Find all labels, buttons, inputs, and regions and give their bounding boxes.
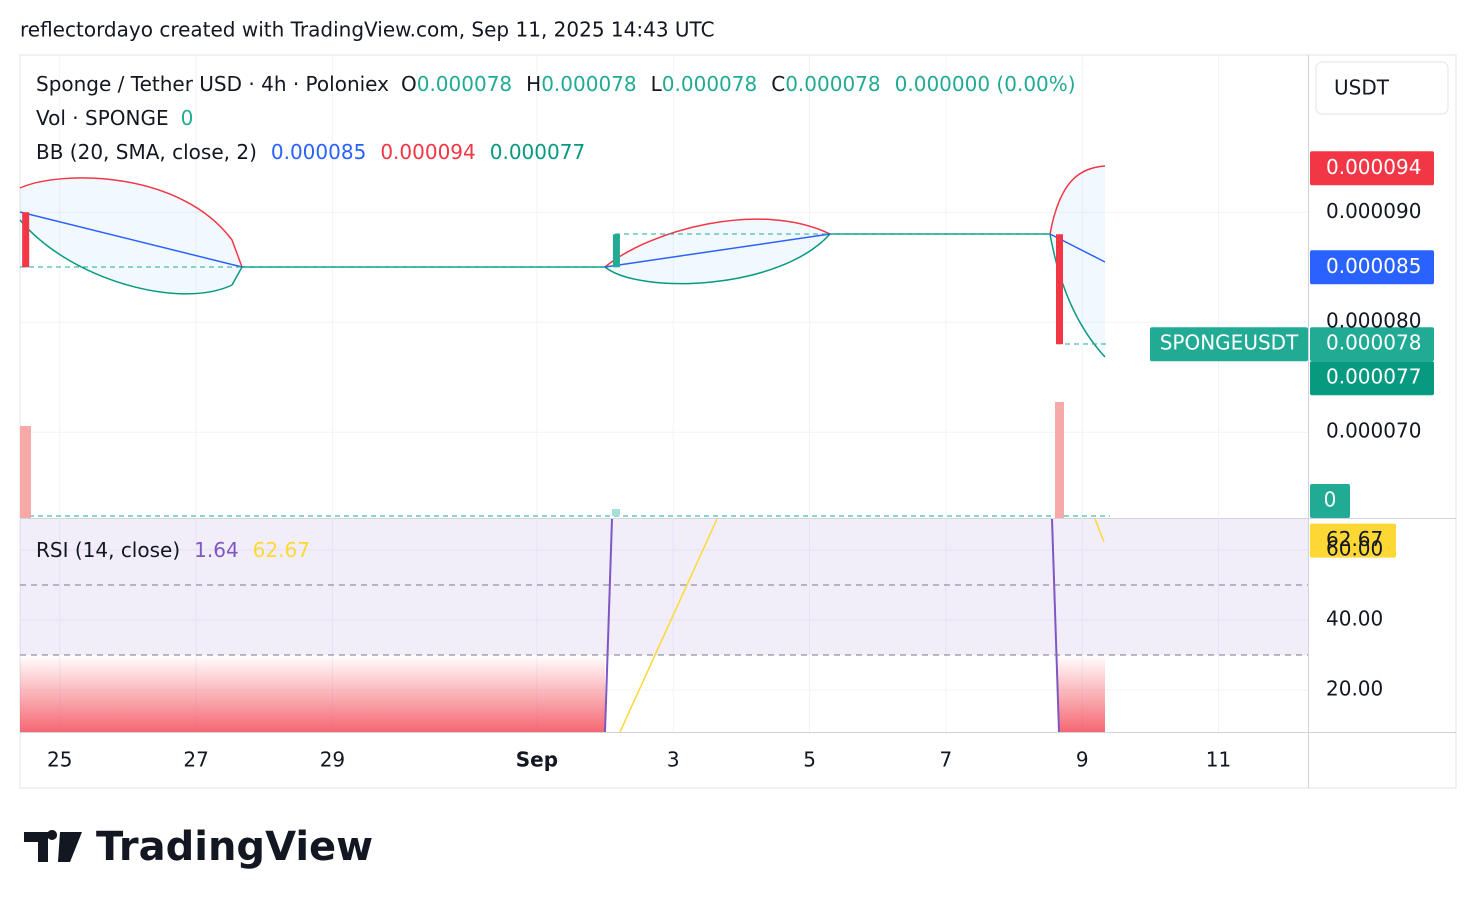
header: reflectordayo created with TradingView.c… [20, 18, 715, 42]
price-tag-label: 0.000085 [1326, 254, 1421, 278]
y-tick-label: 0.000070 [1326, 419, 1421, 443]
currency[interactable]: USDT [1334, 76, 1390, 100]
bb-fill [605, 219, 830, 284]
y-tick-label: 0.000080 [1326, 309, 1421, 333]
price-tag-label: 0.000094 [1326, 155, 1421, 179]
volume-bar [1055, 402, 1064, 518]
y-tick-label: 0.000090 [1326, 199, 1421, 223]
price-line [20, 233, 1110, 517]
x-tick-label: 5 [803, 748, 816, 772]
price-tag [1310, 361, 1434, 396]
x-tick-label: 11 [1206, 748, 1231, 772]
y-tick-label: 20.00 [1326, 677, 1383, 701]
rsi-band [20, 519, 1308, 655]
price-tag [1310, 327, 1434, 362]
y-tick-label: 60.00 [1326, 537, 1383, 561]
symbol: Sponge / Tether USD · 4h · Poloniex O0.00… [36, 72, 1076, 96]
rsi-line [604, 518, 1060, 733]
rsi-oversold-fill [20, 655, 605, 732]
x-tick-label: 7 [940, 748, 953, 772]
logo-text: TradingView [96, 824, 373, 870]
legend: Sponge / Tether USD · 4h · Poloniex O0.00… [36, 72, 1076, 562]
price-tag-label: 0.000078 [1326, 331, 1421, 355]
currency-button[interactable] [1315, 61, 1449, 115]
price-tag-label: 0.000077 [1326, 365, 1421, 389]
volume-legend: Vol · SPONGE 0 [36, 106, 193, 130]
rsi-oversold-fill [1058, 655, 1105, 732]
bb-fill [1050, 166, 1105, 357]
volume-bar [20, 426, 31, 518]
volume-tag [1310, 484, 1350, 518]
x-tick-label: 29 [320, 748, 345, 772]
bb-fill [20, 177, 242, 294]
candle-body [22, 212, 30, 268]
volume-tag-label: 0 [1324, 488, 1337, 512]
logo: TradingView [24, 824, 373, 870]
bb-upper [19, 165, 1106, 268]
x-tick-label: Sep [516, 748, 558, 772]
marks [22, 212, 1063, 345]
x-tick-label: 25 [47, 748, 72, 772]
y-tick-label: 40.00 [1326, 607, 1383, 631]
rsi-ma-tag-label: 62.67 [1326, 527, 1383, 551]
logo-icon [24, 830, 82, 862]
rsi-legend: RSI (14, close) 1.64 62.67 [36, 538, 310, 562]
rsi-ma-line [619, 518, 1105, 733]
price-tag [1310, 151, 1434, 186]
tags: 0.000094 0.000085 0.000078 SPONGEUSDT 0.0000… [1150, 151, 1434, 558]
x-tick-label: 27 [183, 748, 208, 772]
candle-body [1055, 234, 1063, 345]
price-tag [1310, 250, 1434, 285]
symbol-tag [1150, 327, 1308, 362]
x-tick-label: 3 [667, 748, 680, 772]
bb-lower [19, 219, 1106, 358]
rsi-ma-tag [1310, 523, 1396, 558]
frame [19, 54, 1457, 789]
symbol-tag-label: SPONGEUSDT [1160, 331, 1299, 355]
bb-legend: BB (20, SMA, close, 2) 0.000085 0.000094 0.… [36, 140, 585, 164]
volume-bar [612, 509, 620, 516]
candle-body [612, 234, 620, 268]
x-tick-label: 9 [1076, 748, 1089, 772]
